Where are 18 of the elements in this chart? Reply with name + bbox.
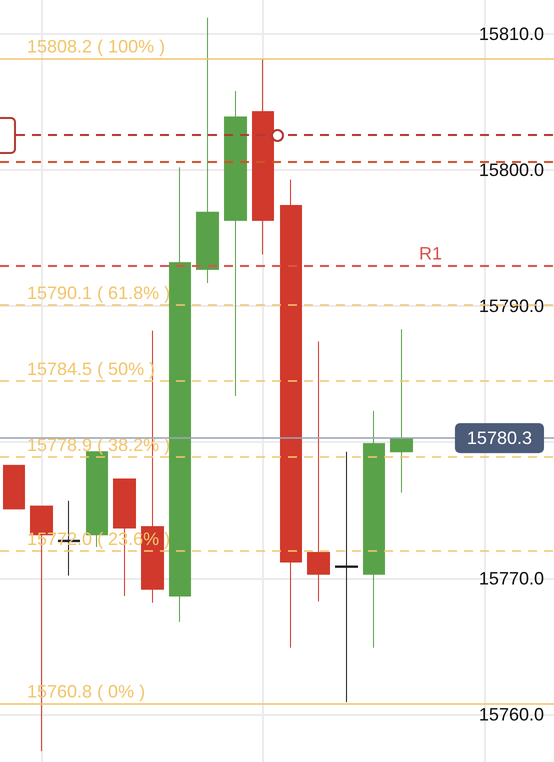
candlestick [196, 17, 219, 284]
candlestick [169, 166, 191, 622]
candlestick [363, 410, 385, 648]
candlestick [280, 179, 302, 648]
ref-line-label: 15780.3 [466, 428, 532, 448]
y-tick-label: 15800.0 [478, 160, 544, 180]
ref-line-label: 15808.2 ( 100% ) [27, 36, 166, 57]
candlestick [307, 341, 330, 602]
candlestick [390, 328, 413, 494]
y-tick-label: 15790.0 [478, 296, 544, 316]
candlestick [3, 464, 25, 510]
y-tick-label: 15770.0 [478, 568, 544, 588]
ref-line-label: 15790.1 ( 61.8% ) [27, 282, 170, 303]
ref-line-label: R1 [418, 243, 442, 264]
candlestick [224, 90, 247, 396]
candlestick [335, 451, 358, 703]
y-tick-label: 15810.0 [478, 24, 544, 44]
y-tick-label: 15760.0 [478, 704, 544, 724]
